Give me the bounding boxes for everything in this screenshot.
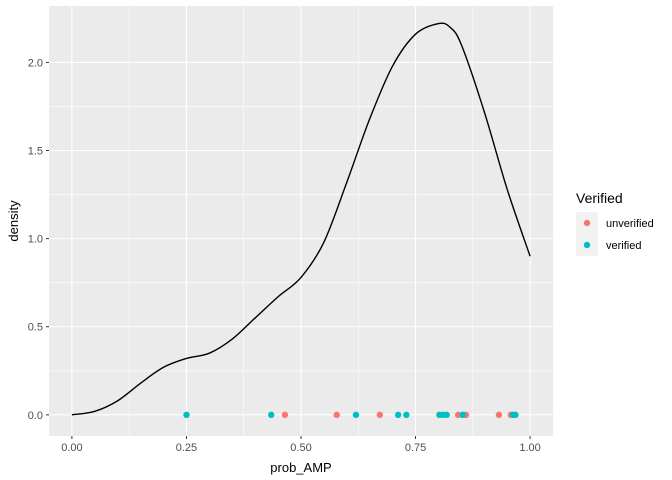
x-tick-label: 0.50: [290, 442, 311, 454]
point-verified: [443, 411, 450, 419]
y-tick-label: 2.0: [28, 57, 43, 69]
x-axis: 0.00 0.25 0.50 0.75 1.00: [61, 436, 541, 454]
point-verified: [512, 411, 519, 419]
density-curve: [71, 22, 531, 416]
x-tick-label: 0.75: [405, 442, 426, 454]
legend-dot-unverified: [583, 219, 591, 227]
x-tick-label: 0.25: [176, 442, 197, 454]
data-points: [183, 411, 519, 419]
point-verified: [268, 411, 275, 419]
point-unverified: [495, 411, 503, 419]
x-tick-label: 1.00: [519, 442, 540, 454]
y-tick-label: 0.5: [28, 322, 43, 334]
point-unverified: [454, 411, 462, 419]
legend-title: Verified: [576, 190, 623, 206]
y-axis: 0.0 0.5 1.0 1.5 2.0: [28, 57, 49, 422]
x-tick-label: 0.00: [61, 442, 82, 454]
legend-label-unverified: unverified: [606, 218, 654, 230]
point-unverified: [333, 411, 340, 419]
point-verified: [459, 411, 466, 419]
legend-dot-verified: [583, 241, 591, 249]
point-verified: [394, 411, 402, 419]
point-verified: [403, 411, 410, 419]
point-verified: [352, 411, 360, 419]
x-axis-title: prob_AMP: [270, 460, 331, 475]
point-unverified: [281, 411, 289, 419]
grid-major: [49, 6, 553, 436]
legend: Verified unverified verified: [576, 190, 654, 256]
point-verified: [183, 411, 190, 419]
point-unverified: [376, 411, 384, 419]
y-tick-label: 1.5: [28, 146, 43, 158]
y-tick-label: 1.0: [28, 234, 43, 246]
legend-label-verified: verified: [606, 240, 641, 252]
y-axis-title: density: [6, 200, 21, 242]
y-tick-label: 0.0: [28, 410, 43, 422]
